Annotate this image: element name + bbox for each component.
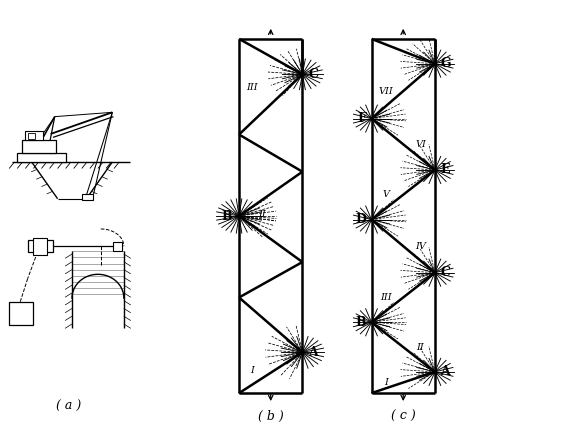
Text: V: V bbox=[382, 190, 389, 199]
Bar bbox=[82, 194, 93, 200]
Bar bbox=[28, 133, 35, 139]
Bar bbox=[9, 302, 33, 325]
Text: II: II bbox=[258, 210, 266, 219]
Text: IV: IV bbox=[415, 241, 426, 251]
Text: VII: VII bbox=[378, 87, 393, 95]
Text: B: B bbox=[222, 210, 232, 222]
Text: B: B bbox=[356, 316, 366, 329]
Text: F: F bbox=[358, 112, 366, 125]
Text: ( b ): ( b ) bbox=[258, 410, 283, 423]
Text: C: C bbox=[308, 68, 318, 81]
Text: I: I bbox=[384, 378, 388, 387]
Text: ( a ): ( a ) bbox=[56, 400, 82, 413]
Bar bbox=[113, 242, 122, 251]
Text: G: G bbox=[440, 57, 450, 70]
Text: C: C bbox=[440, 266, 450, 279]
Text: A: A bbox=[308, 346, 318, 359]
Bar bbox=[33, 238, 47, 255]
Bar bbox=[22, 140, 56, 153]
Bar bbox=[28, 240, 53, 252]
Text: ( c ): ( c ) bbox=[391, 410, 415, 423]
Text: III: III bbox=[380, 293, 392, 302]
Text: D: D bbox=[355, 213, 366, 226]
Bar bbox=[25, 131, 43, 140]
Text: I: I bbox=[250, 365, 253, 375]
Text: II: II bbox=[416, 343, 425, 352]
Text: III: III bbox=[246, 83, 257, 92]
Bar bbox=[17, 153, 66, 162]
Text: E: E bbox=[440, 163, 449, 176]
Text: A: A bbox=[440, 365, 450, 378]
Text: VI: VI bbox=[415, 140, 426, 149]
